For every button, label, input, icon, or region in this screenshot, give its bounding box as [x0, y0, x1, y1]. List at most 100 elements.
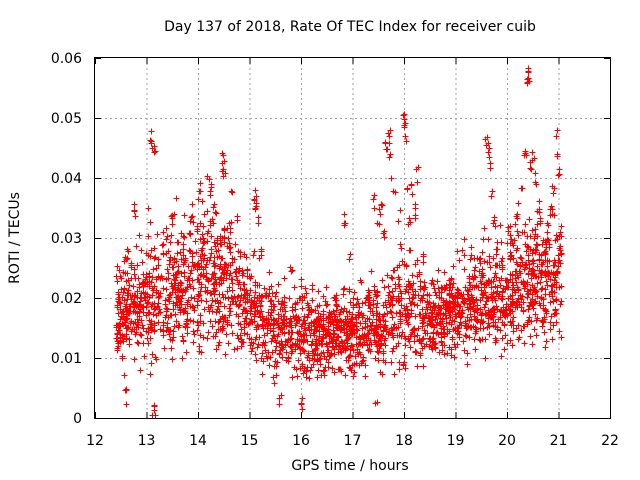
data-point	[118, 286, 125, 293]
data-point	[353, 341, 360, 348]
data-point	[258, 355, 265, 362]
data-point	[240, 270, 247, 277]
data-point	[406, 295, 413, 302]
data-point	[129, 292, 136, 299]
data-point	[395, 274, 402, 281]
data-point	[165, 296, 172, 303]
data-point	[386, 140, 393, 147]
data-point	[195, 260, 202, 267]
data-point	[181, 212, 188, 219]
data-point	[294, 329, 301, 336]
data-point	[299, 406, 306, 413]
data-point	[171, 255, 178, 262]
data-point	[306, 375, 313, 382]
data-point	[553, 232, 560, 239]
data-point	[279, 298, 286, 305]
data-point	[338, 349, 345, 356]
data-point	[219, 255, 226, 262]
data-point	[540, 259, 547, 266]
data-point	[207, 318, 214, 325]
y-tick-label: 0.06	[51, 51, 82, 67]
data-point	[360, 334, 367, 341]
data-point	[381, 323, 388, 330]
data-point	[131, 207, 138, 214]
data-point	[247, 287, 254, 294]
data-point	[401, 111, 408, 118]
data-point	[499, 335, 506, 342]
data-point	[160, 285, 167, 292]
data-point	[301, 325, 308, 332]
data-point	[169, 289, 176, 296]
data-point	[189, 250, 196, 257]
data-point	[262, 347, 269, 354]
data-point	[412, 201, 419, 208]
data-point	[481, 225, 488, 232]
data-point	[384, 310, 391, 317]
data-point	[268, 283, 275, 290]
data-point	[253, 193, 260, 200]
data-point	[530, 247, 537, 254]
data-point	[398, 302, 405, 309]
x-tick-label: 12	[86, 433, 104, 449]
data-point	[294, 373, 301, 380]
data-point	[556, 171, 563, 178]
data-point	[224, 225, 231, 232]
data-point	[184, 277, 191, 284]
data-point	[131, 326, 138, 333]
data-point	[367, 308, 374, 315]
data-point	[123, 325, 130, 332]
data-point	[340, 325, 347, 332]
data-point	[258, 294, 265, 301]
data-point	[151, 407, 158, 414]
data-point	[529, 302, 536, 309]
data-point	[203, 298, 210, 305]
data-point	[115, 310, 122, 317]
data-point	[411, 301, 418, 308]
data-point	[554, 153, 561, 160]
data-point	[320, 308, 327, 315]
data-point	[402, 365, 409, 372]
data-point	[215, 303, 222, 310]
data-point	[384, 146, 391, 153]
data-point	[124, 307, 131, 314]
data-point	[212, 209, 219, 216]
data-point	[182, 324, 189, 331]
data-point	[304, 364, 311, 371]
data-point	[180, 338, 187, 345]
data-point	[191, 331, 198, 338]
data-point	[512, 221, 519, 228]
data-point	[171, 276, 178, 283]
data-point	[550, 262, 557, 269]
data-point	[403, 317, 410, 324]
data-point	[452, 344, 459, 351]
data-point	[188, 267, 195, 274]
data-point	[316, 333, 323, 340]
data-point	[450, 280, 457, 287]
data-point	[396, 366, 403, 373]
data-point	[472, 307, 479, 314]
data-point	[170, 328, 177, 335]
data-point	[470, 323, 477, 330]
data-point	[320, 349, 327, 356]
data-point	[160, 241, 167, 248]
data-point	[271, 380, 278, 387]
data-point	[180, 261, 187, 268]
data-point	[199, 231, 206, 238]
data-point	[493, 274, 500, 281]
data-point	[387, 127, 394, 134]
data-point	[527, 286, 534, 293]
data-point	[528, 318, 535, 325]
data-point	[207, 218, 214, 225]
data-point	[420, 314, 427, 321]
data-point	[124, 270, 131, 277]
data-point	[117, 306, 124, 313]
data-point	[526, 314, 533, 321]
data-point	[159, 242, 166, 249]
data-point	[527, 333, 534, 340]
data-point	[183, 286, 190, 293]
data-point	[466, 279, 473, 286]
data-point	[382, 322, 389, 329]
data-point	[309, 286, 316, 293]
data-point	[506, 307, 513, 314]
data-point	[154, 231, 161, 238]
